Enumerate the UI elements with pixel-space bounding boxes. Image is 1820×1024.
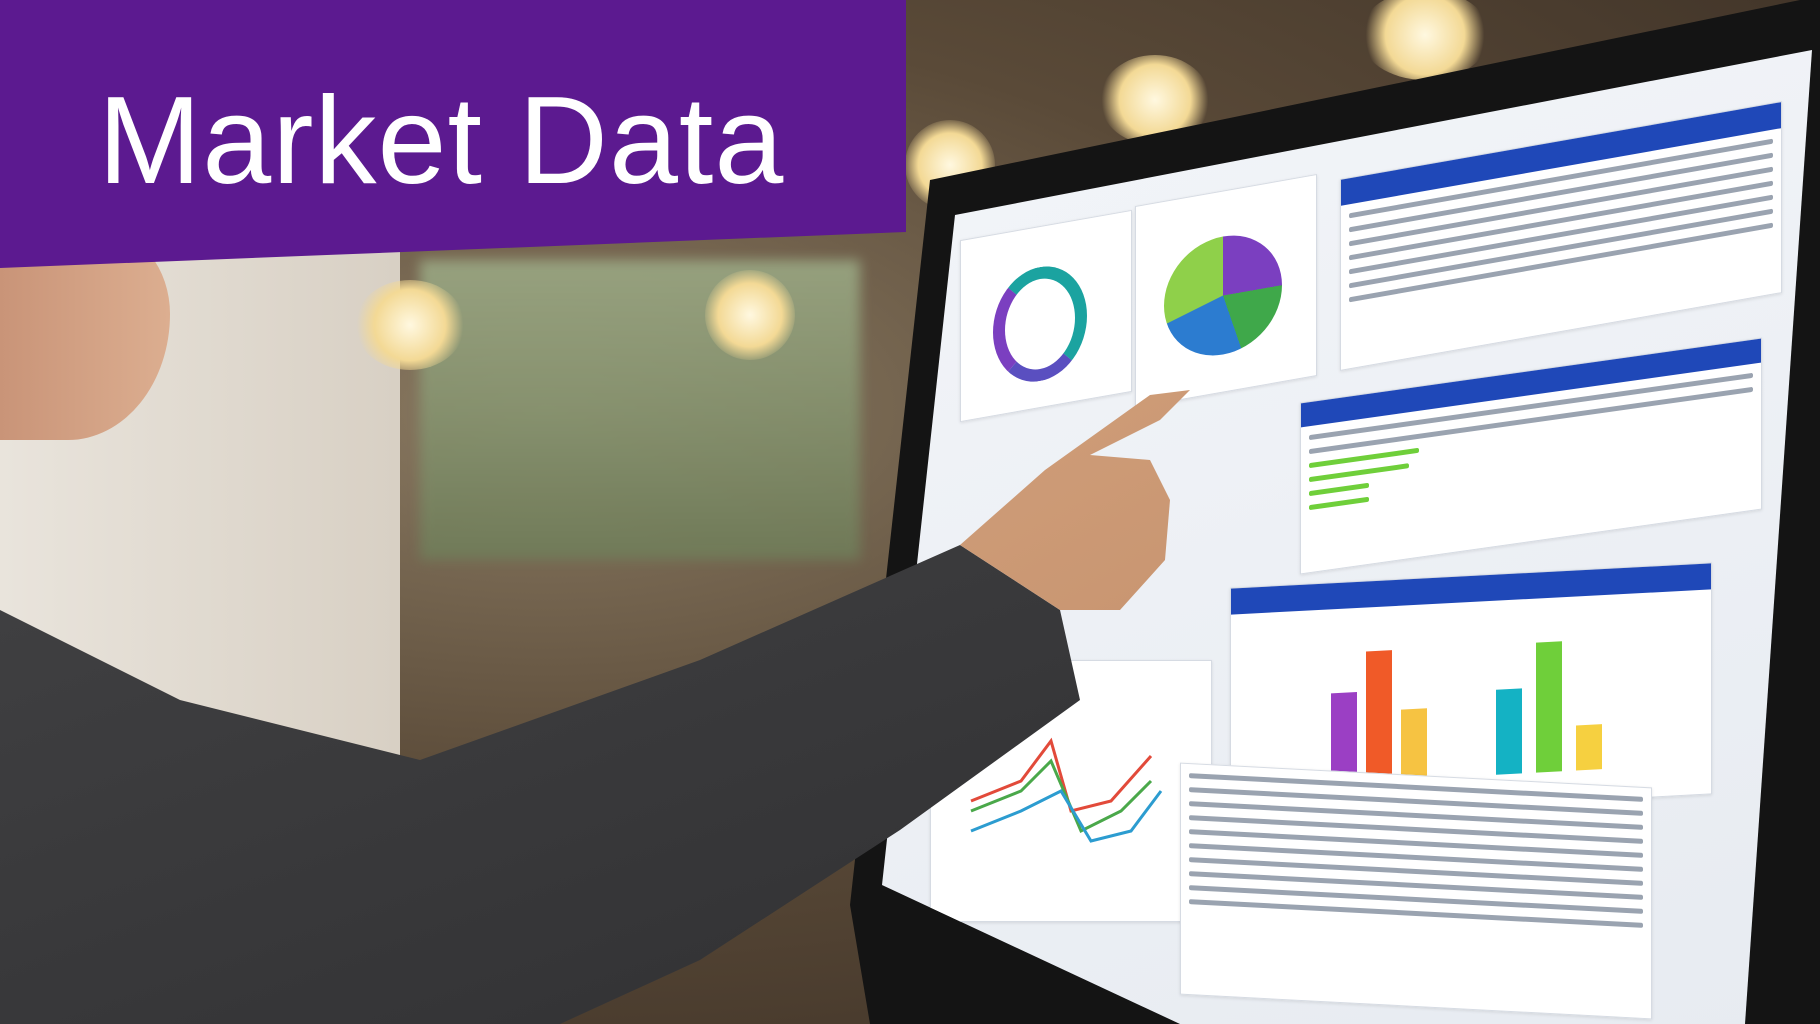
pie-panel [1135,173,1317,409]
ceiling-light [1360,0,1490,80]
title-banner [0,0,906,268]
bar [1401,708,1427,780]
donut-panel [960,209,1132,423]
data-table-panel [1180,762,1652,1020]
bar [1366,650,1392,782]
bar-chart [1291,604,1691,785]
pie-chart [1164,226,1282,365]
donut-chart [993,258,1087,390]
bar [1576,724,1602,771]
table-panel [1340,101,1782,371]
bar [1496,688,1522,775]
background-light [705,270,795,360]
background-light [355,280,465,370]
bar [1331,691,1357,784]
list-panel [1300,337,1762,575]
line-chart [970,737,1163,843]
bar [1536,641,1562,773]
banner-title: Market Data [98,72,785,210]
